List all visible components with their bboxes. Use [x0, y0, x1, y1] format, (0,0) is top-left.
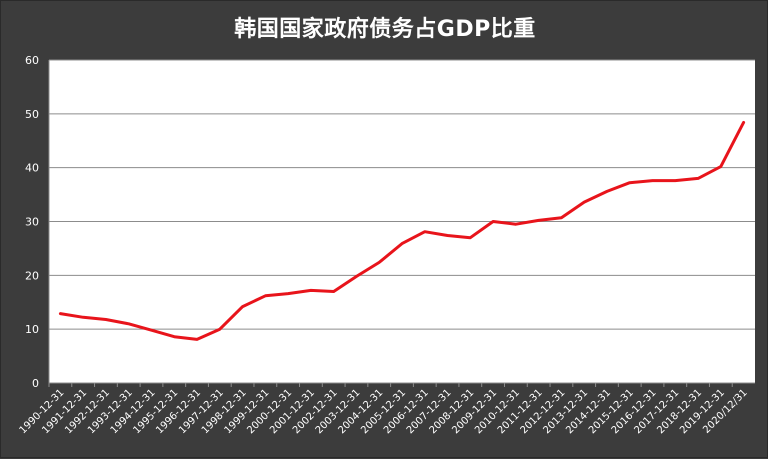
data-point [173, 335, 176, 338]
data-point [628, 181, 631, 184]
data-point [537, 219, 540, 222]
series-line [58, 120, 746, 341]
data-point [127, 322, 130, 325]
data-point [423, 230, 426, 233]
y-tick-label: 20 [25, 269, 39, 282]
data-point [150, 329, 153, 332]
data-point [560, 216, 563, 219]
data-point [104, 318, 107, 321]
data-point [218, 328, 221, 331]
data-point [332, 290, 335, 293]
data-point [605, 190, 608, 193]
data-point [82, 316, 85, 319]
data-point [241, 305, 244, 308]
data-point [651, 179, 654, 182]
y-tick-label: 30 [25, 216, 39, 229]
data-point [378, 261, 381, 264]
data-point [196, 338, 199, 341]
y-tick-label: 50 [25, 108, 39, 121]
data-point [469, 236, 472, 239]
data-point [446, 234, 449, 237]
y-tick-label: 10 [25, 323, 39, 336]
y-tick-label: 0 [32, 377, 39, 390]
data-point [59, 312, 62, 315]
data-point [697, 177, 700, 180]
y-tick-label: 60 [25, 54, 39, 67]
data-point [742, 121, 745, 124]
data-point [719, 165, 722, 168]
data-point [492, 220, 495, 223]
data-point [355, 275, 358, 278]
data-point [583, 201, 586, 204]
data-point [514, 223, 517, 226]
data-point [287, 292, 290, 295]
y-tick-label: 40 [25, 162, 39, 175]
data-point [674, 179, 677, 182]
chart-title: 韩国国家政府债务占GDP比重 [234, 17, 536, 42]
data-point [309, 289, 312, 292]
data-point [264, 294, 267, 297]
data-point [401, 242, 404, 245]
